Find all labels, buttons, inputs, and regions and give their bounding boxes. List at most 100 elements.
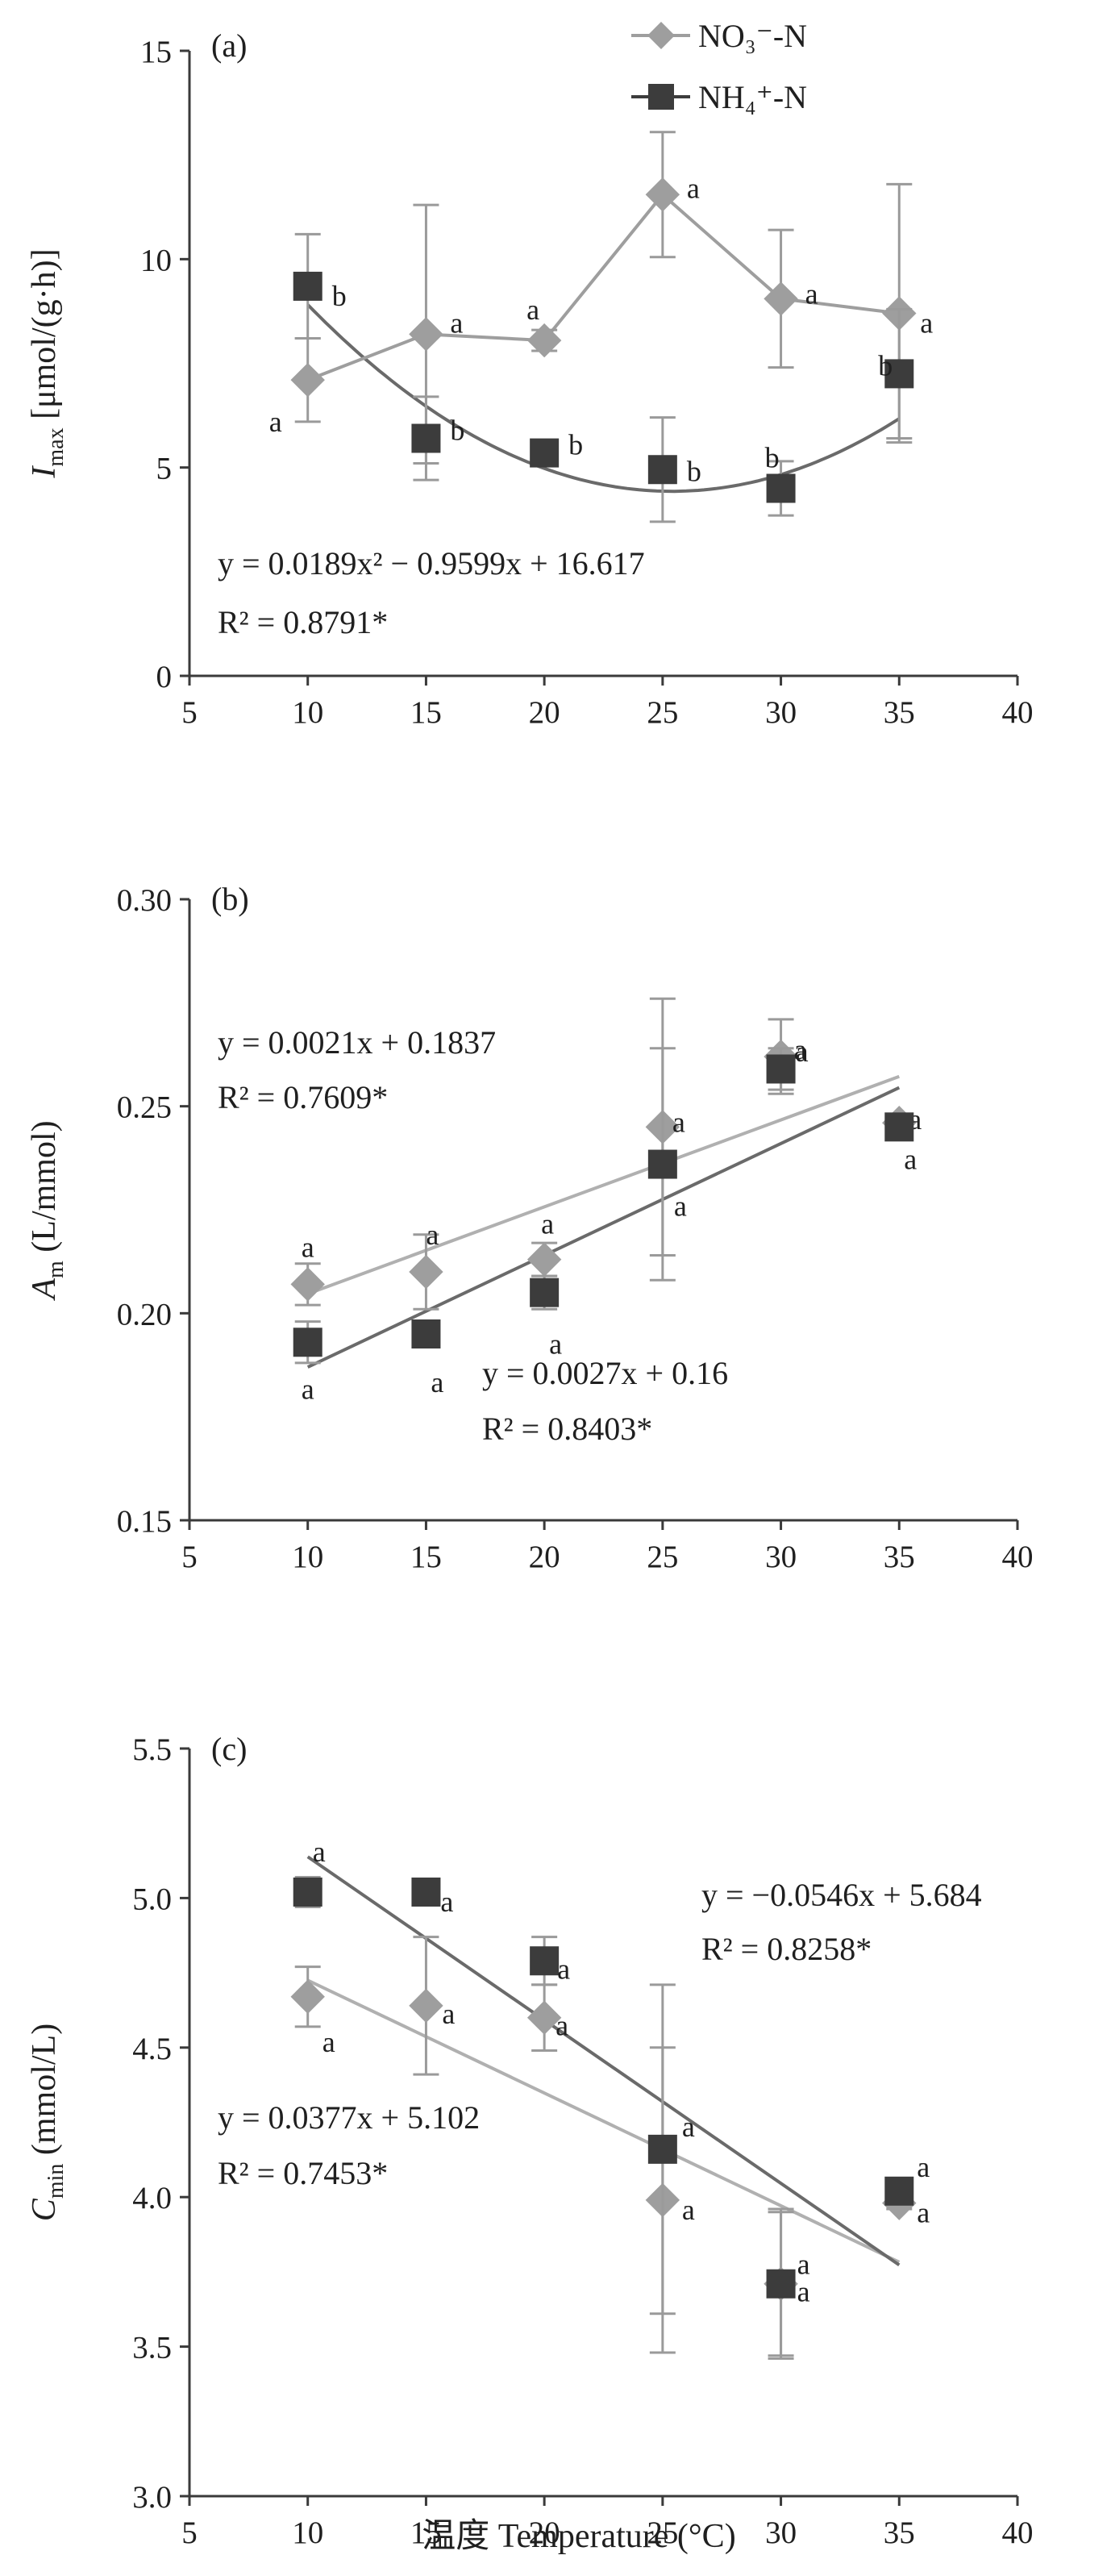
sig-letter-ammonium: a bbox=[557, 1953, 570, 1985]
marker-ammonium bbox=[884, 2176, 914, 2206]
marker-ammonium bbox=[530, 1946, 560, 1976]
x-tick-label: 20 bbox=[529, 1540, 560, 1574]
sig-letter-ammonium: a bbox=[313, 1836, 326, 1868]
sig-letter-nitrate: a bbox=[687, 172, 700, 204]
y-axis-label: Am (L/mmol) bbox=[26, 1120, 69, 1301]
panel-a: (a) y = 0.0189x² − 0.9599x + 16.617 R² =… bbox=[26, 27, 1034, 730]
legend-nitrate-label: NO₃⁻-N bbox=[698, 18, 807, 54]
marker-nitrate bbox=[526, 323, 562, 358]
x-tick-label: 5 bbox=[181, 2516, 198, 2550]
sig-letter-nitrate: a bbox=[917, 2197, 930, 2229]
marker-nitrate bbox=[526, 1242, 562, 1277]
sig-letter-ammonium: a bbox=[674, 1190, 687, 1223]
y-tick-label: 5 bbox=[156, 452, 173, 486]
y-tick-label: 10 bbox=[140, 243, 172, 277]
marker-ammonium bbox=[530, 438, 560, 468]
x-tick-label: 30 bbox=[765, 695, 797, 730]
y-tick-label: 3.0 bbox=[132, 2480, 172, 2515]
sig-letter-ammonium: a bbox=[440, 1886, 453, 1918]
fit-equation-ammonium: y = 0.0027x + 0.16 bbox=[482, 1355, 728, 1391]
fit-equation-nitrate: y = 0.0377x + 5.102 bbox=[218, 2099, 480, 2136]
x-tick-label: 20 bbox=[529, 695, 560, 730]
x-tick-label: 40 bbox=[1002, 2516, 1034, 2550]
marker-ammonium bbox=[766, 2269, 796, 2299]
marker-nitrate bbox=[290, 1267, 325, 1302]
x-tick-label: 10 bbox=[292, 695, 323, 730]
fit-r2-ammonium: R² = 0.8258* bbox=[701, 1931, 872, 1967]
x-tick-label: 20 bbox=[529, 2516, 560, 2550]
series-line-nitrate bbox=[306, 192, 900, 382]
sig-letter-ammonium: b bbox=[765, 442, 780, 474]
x-tick-label: 5 bbox=[181, 695, 198, 730]
marker-ammonium bbox=[293, 1328, 322, 1357]
legend: NO₃⁻-N NH₄⁺-N bbox=[631, 18, 807, 115]
sig-letter-nitrate: a bbox=[682, 2194, 695, 2226]
trendline-nitrate bbox=[307, 1074, 900, 1296]
marker-ammonium bbox=[411, 1319, 441, 1348]
marker-ammonium bbox=[884, 1112, 914, 1142]
marker-nitrate bbox=[290, 362, 325, 398]
x-tick-label: 40 bbox=[1002, 1540, 1034, 1574]
x-tick-label: 10 bbox=[292, 1540, 323, 1574]
sig-letter-nitrate: a bbox=[920, 307, 933, 340]
fit-r2-nitrate: R² = 0.7609* bbox=[218, 1079, 388, 1115]
panel-b: (b) y = 0.0021x + 0.1837 R² = 0.7609* y … bbox=[26, 881, 1034, 1574]
legend-ammonium-marker bbox=[648, 84, 674, 110]
y-tick-label: 15 bbox=[140, 35, 172, 69]
marker-ammonium bbox=[293, 271, 322, 301]
sig-letter-nitrate: a bbox=[269, 406, 282, 438]
sig-letter-ammonium: a bbox=[302, 1373, 314, 1405]
fit-r2-nitrate: R² = 0.7453* bbox=[218, 2155, 388, 2191]
marker-nitrate bbox=[409, 1254, 443, 1290]
marker-ammonium bbox=[647, 1149, 677, 1179]
sig-letter-nitrate: a bbox=[797, 2249, 810, 2281]
y-tick-label: 0.20 bbox=[117, 1297, 172, 1332]
sig-letter-ammonium: b bbox=[332, 280, 347, 312]
x-tick-label: 25 bbox=[647, 1540, 678, 1574]
panel-label: (a) bbox=[211, 27, 247, 64]
sig-letter-ammonium: a bbox=[549, 1328, 562, 1361]
sig-letter-ammonium: a bbox=[917, 2151, 930, 2183]
y-axis-label: Cmin (mmol/L) bbox=[26, 2024, 69, 2221]
y-tick-label: 4.0 bbox=[132, 2181, 172, 2215]
y-tick-label: 0 bbox=[156, 660, 173, 694]
x-tick-label: 35 bbox=[884, 2516, 915, 2550]
x-tick-label: 25 bbox=[647, 2516, 678, 2550]
panel-label: (c) bbox=[211, 1731, 247, 1767]
marker-ammonium bbox=[647, 2134, 677, 2164]
sig-letter-nitrate: a bbox=[556, 2010, 568, 2042]
fit-equation-ammonium: y = 0.0189x² − 0.9599x + 16.617 bbox=[218, 545, 645, 581]
x-tick-label: 30 bbox=[765, 2516, 797, 2550]
sig-letter-nitrate: a bbox=[541, 1208, 554, 1240]
marker-nitrate bbox=[409, 317, 443, 352]
trendline-ammonium bbox=[306, 303, 901, 494]
sig-letter-nitrate: a bbox=[426, 1219, 439, 1251]
y-tick-label: 5.5 bbox=[132, 1732, 172, 1767]
sig-letter-ammonium: a bbox=[431, 1366, 443, 1398]
sig-letter-nitrate: a bbox=[322, 2026, 335, 2058]
marker-nitrate bbox=[409, 1988, 443, 2024]
x-tick-label: 15 bbox=[410, 1540, 442, 1574]
trendline-ammonium bbox=[306, 1855, 901, 2267]
legend-nitrate-marker bbox=[647, 22, 675, 49]
sig-letter-nitrate: a bbox=[302, 1231, 314, 1263]
y-axis-label: Imax [μmol/(g·h)] bbox=[26, 248, 69, 478]
x-tick-label: 10 bbox=[292, 2516, 323, 2550]
y-tick-label: 0.30 bbox=[117, 883, 172, 918]
sig-letter-ammonium: a bbox=[797, 2276, 810, 2308]
y-tick-label: 0.25 bbox=[117, 1090, 172, 1125]
marker-ammonium bbox=[647, 455, 677, 485]
panel-c: (c) y = −0.0546x + 5.684 R² = 0.8258* y … bbox=[26, 1731, 1034, 2550]
sig-letter-nitrate: a bbox=[450, 306, 463, 339]
x-tick-label: 15 bbox=[410, 695, 442, 730]
x-tick-label: 35 bbox=[884, 695, 915, 730]
legend-ammonium-label: NH₄⁺-N bbox=[698, 79, 807, 115]
marker-ammonium bbox=[411, 423, 441, 453]
sig-letter-ammonium: a bbox=[794, 1033, 807, 1065]
sig-letter-nitrate: a bbox=[672, 1106, 685, 1138]
y-tick-label: 3.5 bbox=[132, 2331, 172, 2366]
fit-equation-nitrate: y = 0.0021x + 0.1837 bbox=[218, 1024, 496, 1061]
y-tick-label: 4.5 bbox=[132, 2032, 172, 2066]
